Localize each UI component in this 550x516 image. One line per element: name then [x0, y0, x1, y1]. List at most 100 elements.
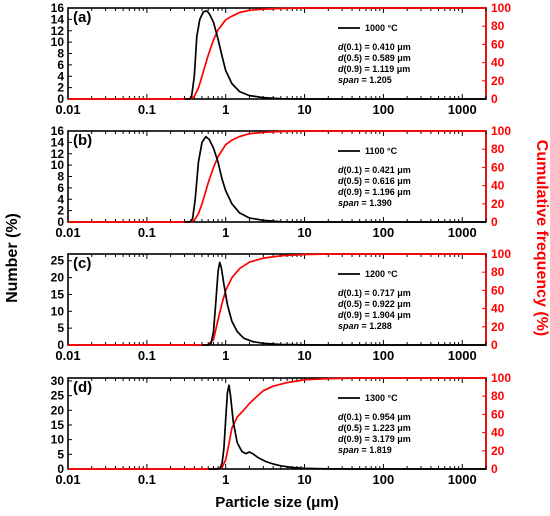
- y-right-tick-label: 80: [491, 19, 505, 33]
- y-right-tick-label: 40: [491, 179, 505, 193]
- stat-line: span = 1.819: [338, 445, 392, 455]
- x-tick-label: 1000: [448, 225, 477, 240]
- number-curve: [184, 135, 486, 223]
- y-left-tick-label: 14: [51, 12, 65, 26]
- stat-line: d(0.5) = 0.616 μm: [338, 176, 411, 186]
- x-tick-label: 0.01: [55, 102, 80, 117]
- y-right-tick-label: 40: [491, 56, 505, 70]
- legend-label: 1300 °C: [365, 393, 398, 403]
- y-left-tick-label: 0: [57, 92, 64, 106]
- stat-line: d(0.1) = 0.410 μm: [338, 42, 411, 52]
- y-left-tick-label: 16: [51, 1, 65, 15]
- y-left-tick-label: 5: [57, 447, 64, 461]
- y-left-tick-label: 4: [57, 192, 64, 206]
- x-tick-label: 0.1: [138, 348, 156, 363]
- y-right-tick-label: 60: [491, 407, 505, 421]
- y-left-tick-label: 10: [51, 158, 65, 172]
- y-left-tick-label: 10: [51, 433, 65, 447]
- plot-frame: [67, 377, 487, 470]
- x-tick-label: 1000: [448, 348, 477, 363]
- cumulative-curve: [68, 130, 486, 223]
- panel-1: 0.01 0.1 1 10 100 100002468101214160204060801…: [51, 1, 512, 117]
- plot-frame: [67, 253, 487, 346]
- y-left-tick-label: 8: [57, 170, 64, 184]
- y-right-tick-label: 100: [491, 1, 511, 15]
- y-right-tick-label: 100: [491, 371, 511, 385]
- y-left-tick-label: 10: [51, 35, 65, 49]
- y-right-tick-label: 40: [491, 302, 505, 316]
- y-right-tick-label: 0: [491, 462, 498, 476]
- stat-line: d(0.5) = 0.589 μm: [338, 53, 411, 63]
- x-tick-label: 1: [222, 102, 229, 117]
- number-curve: [184, 9, 486, 100]
- y-right-tick-label: 40: [491, 426, 505, 440]
- y-right-tick-label: 0: [491, 92, 498, 106]
- x-tick-label: 10: [297, 472, 311, 487]
- y-right-tick-label: 0: [491, 215, 498, 229]
- y-axis-label-left: Number (%): [4, 213, 21, 303]
- y-right-tick-label: 80: [491, 265, 505, 279]
- stat-line: span = 1.205: [338, 75, 392, 85]
- y-left-tick-label: 20: [51, 271, 65, 285]
- x-tick-label: 0.1: [138, 102, 156, 117]
- stat-line: d(0.9) = 1.196 μm: [338, 187, 411, 197]
- y-left-tick-label: 2: [57, 81, 64, 95]
- plot-frame: [67, 130, 487, 223]
- legend-label: 1000 °C: [365, 23, 398, 33]
- x-tick-label: 10: [297, 348, 311, 363]
- y-left-tick-label: 15: [51, 418, 65, 432]
- y-left-tick-label: 16: [51, 124, 65, 138]
- x-tick-label: 0.01: [55, 472, 80, 487]
- stat-line: d(0.1) = 0.717 μm: [338, 288, 411, 298]
- y-left-tick-label: 5: [57, 321, 64, 335]
- x-tick-label: 0.01: [55, 348, 80, 363]
- y-right-tick-label: 100: [491, 124, 511, 138]
- legend-label: 1100 °C: [365, 146, 398, 156]
- y-right-tick-label: 80: [491, 389, 505, 403]
- y-left-tick-label: 12: [51, 24, 65, 38]
- y-left-tick-label: 0: [57, 215, 64, 229]
- y-right-tick-label: 60: [491, 160, 505, 174]
- number-curve: [208, 384, 486, 470]
- y-left-tick-label: 25: [51, 389, 65, 403]
- y-left-tick-label: 30: [51, 374, 65, 388]
- x-tick-label: 100: [373, 225, 395, 240]
- y-right-tick-label: 100: [491, 247, 511, 261]
- y-left-tick-label: 25: [51, 254, 65, 268]
- y-left-tick-label: 12: [51, 147, 65, 161]
- y-left-tick-label: 20: [51, 403, 65, 417]
- x-tick-label: 1: [222, 348, 229, 363]
- panel-label: (c): [73, 255, 91, 272]
- stat-line: d(0.1) = 0.421 μm: [338, 165, 411, 175]
- y-right-tick-label: 20: [491, 320, 505, 334]
- x-tick-label: 0.1: [138, 225, 156, 240]
- x-tick-label: 100: [373, 102, 395, 117]
- cumulative-curve: [68, 253, 486, 346]
- stat-line: span = 1.390: [338, 198, 392, 208]
- stat-line: d(0.9) = 1.119 μm: [338, 64, 410, 74]
- x-tick-label: 1: [222, 225, 229, 240]
- panel-3: 0.01 0.1 1 10 100 1000 0 5 10 15 20 25 0 20 40 60 80 100 (…: [51, 247, 512, 363]
- y-right-tick-label: 80: [491, 142, 505, 156]
- x-tick-label: 10: [297, 102, 311, 117]
- x-tick-label: 100: [373, 472, 395, 487]
- legend-label: 1200 °C: [365, 269, 398, 279]
- x-tick-label: 1000: [448, 102, 477, 117]
- y-right-tick-label: 0: [491, 338, 498, 352]
- panel-label: (b): [73, 132, 92, 149]
- x-tick-label: 100: [373, 348, 395, 363]
- stat-line: d(0.5) = 1.223 μm: [338, 423, 411, 433]
- plot-frame: [67, 7, 487, 100]
- panel-4: 0.01 0.1 1 10 100 100005101520253002040608010…: [51, 371, 512, 487]
- y-right-tick-label: 20: [491, 197, 505, 211]
- y-left-tick-label: 8: [57, 47, 64, 61]
- y-axis-label-right: Cumulative frequency (%): [533, 140, 550, 336]
- cumulative-curve: [68, 377, 486, 470]
- x-axis-label: Particle size (μm): [215, 494, 338, 511]
- y-left-tick-label: 6: [57, 58, 64, 72]
- y-left-tick-label: 6: [57, 181, 64, 195]
- stat-line: d(0.9) = 3.179 μm: [338, 434, 411, 444]
- stat-line: d(0.5) = 0.922 μm: [338, 299, 411, 309]
- y-left-tick-label: 2: [57, 204, 64, 218]
